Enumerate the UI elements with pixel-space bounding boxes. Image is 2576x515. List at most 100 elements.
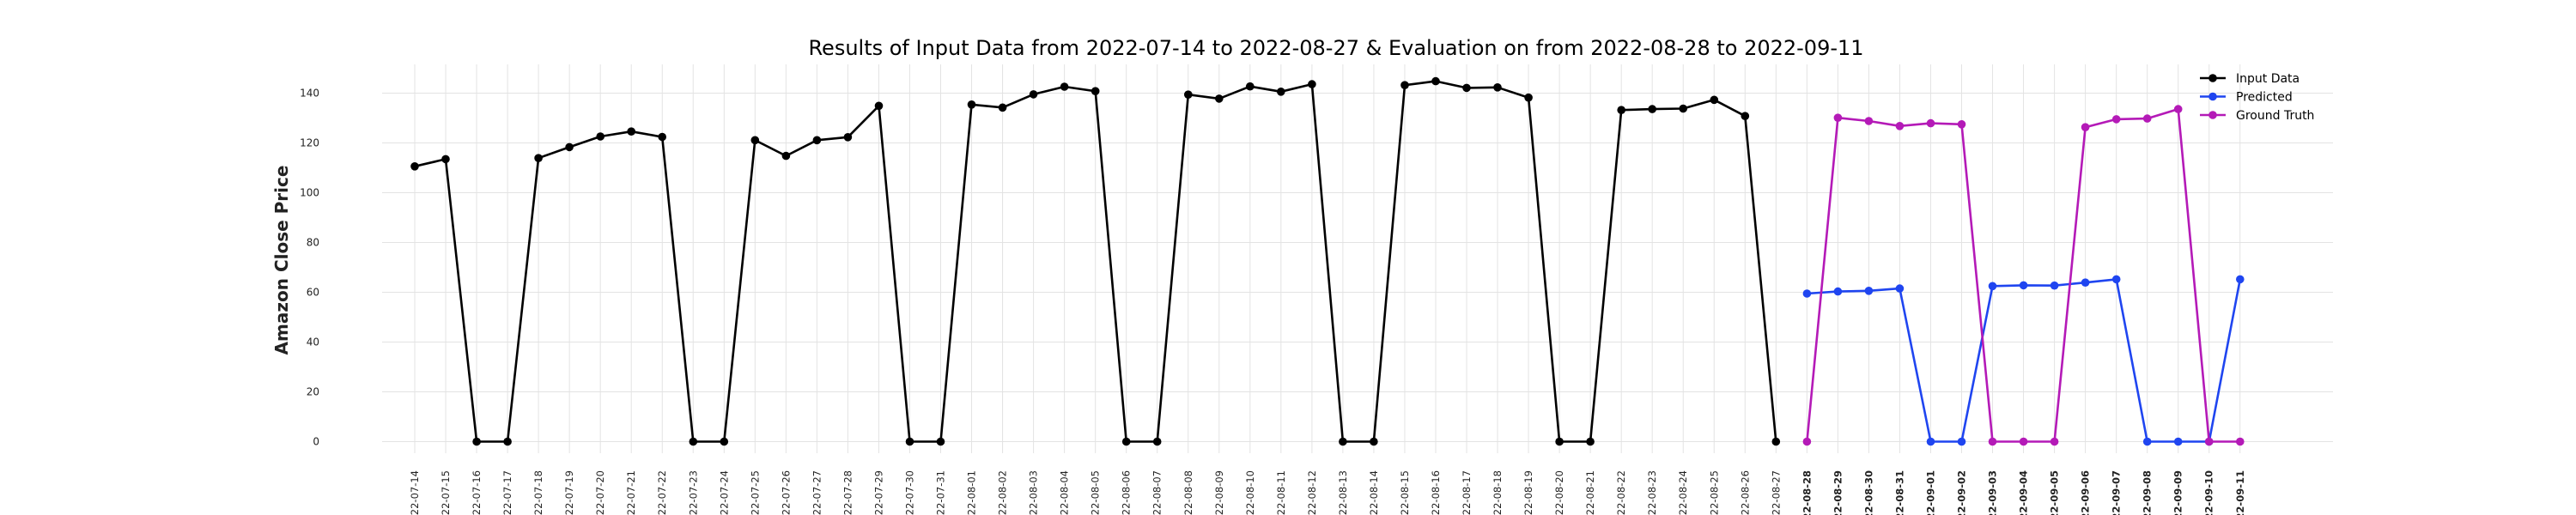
input-data-point bbox=[998, 103, 1007, 112]
ground-truth-point bbox=[2204, 437, 2214, 446]
x-tick-label: -22-07-16 bbox=[471, 470, 483, 515]
x-tick-label: -22-09-04 bbox=[2018, 470, 2030, 515]
input-data-point bbox=[1679, 104, 1687, 113]
input-data-point bbox=[689, 437, 698, 446]
x-tick-label: -22-08-31 bbox=[1893, 470, 1905, 515]
ground-truth-point bbox=[1957, 120, 1966, 129]
predicted-point bbox=[1957, 437, 1966, 446]
input-data-point bbox=[1370, 437, 1378, 446]
x-tick-label: -22-08-28 bbox=[1801, 470, 1813, 515]
x-tick-label: -22-07-25 bbox=[749, 470, 761, 515]
input-data-point bbox=[565, 142, 574, 152]
input-data-point bbox=[1555, 437, 1564, 446]
x-tick-label: -22-08-19 bbox=[1522, 470, 1534, 515]
x-tick-label: -22-07-28 bbox=[841, 470, 854, 515]
x-tick-label: -22-08-01 bbox=[966, 470, 978, 515]
x-tick-label: -22-07-21 bbox=[625, 470, 637, 515]
input-data-point bbox=[750, 136, 760, 145]
x-tick-label: -22-08-09 bbox=[1213, 470, 1225, 515]
x-tick-label: -22-07-22 bbox=[656, 470, 668, 515]
legend-marker-input-data bbox=[2208, 74, 2217, 82]
input-data-point bbox=[1586, 437, 1595, 446]
input-data-point bbox=[967, 100, 976, 109]
predicted-point bbox=[1802, 289, 1812, 298]
predicted-point bbox=[2142, 437, 2152, 446]
x-tick-label: -22-08-21 bbox=[1584, 470, 1596, 515]
input-data-point bbox=[1246, 82, 1255, 91]
y-tick-label: 60 bbox=[307, 287, 319, 299]
input-data-point bbox=[1741, 112, 1750, 120]
y-tick-label: 20 bbox=[307, 386, 319, 398]
x-tick-label: -22-08-18 bbox=[1492, 470, 1504, 515]
legend-label-input-data: Input Data bbox=[2236, 72, 2300, 86]
x-tick-label: -22-09-08 bbox=[2142, 470, 2154, 515]
predicted-point bbox=[1926, 437, 1935, 446]
ground-truth-point bbox=[2050, 437, 2059, 446]
input-data-point bbox=[1277, 88, 1285, 96]
y-tick-label: 140 bbox=[300, 88, 319, 100]
input-data-point bbox=[874, 101, 884, 111]
x-tick-label: -22-09-11 bbox=[2234, 470, 2246, 515]
predicted-point bbox=[2081, 278, 2090, 288]
x-tick-label: -22-08-30 bbox=[1862, 470, 1874, 515]
x-tick-label: -22-07-17 bbox=[501, 470, 513, 515]
input-data-point bbox=[781, 151, 791, 161]
x-tick-label: -22-08-07 bbox=[1151, 470, 1163, 515]
input-data-point bbox=[472, 437, 481, 446]
x-tick-label: -22-07-29 bbox=[872, 470, 884, 515]
input-data-point bbox=[1400, 81, 1409, 89]
input-data-point bbox=[627, 127, 635, 136]
predicted-point bbox=[1988, 282, 1997, 291]
predicted-point bbox=[2173, 437, 2183, 446]
ground-truth-point bbox=[1926, 118, 1935, 128]
x-tick-label: -22-08-03 bbox=[1028, 470, 1040, 515]
x-tick-label: -22-08-23 bbox=[1646, 470, 1658, 515]
x-tick-label: -22-07-24 bbox=[718, 470, 730, 515]
x-tick-label: -22-07-15 bbox=[440, 470, 452, 515]
x-tick-label: -22-09-05 bbox=[2049, 470, 2061, 515]
input-data-point bbox=[1462, 83, 1471, 93]
x-tick-label: -22-07-30 bbox=[903, 470, 915, 515]
x-tick-label: -22-08-02 bbox=[997, 470, 1009, 515]
y-tick-label: 80 bbox=[307, 237, 319, 249]
input-data-point bbox=[1215, 94, 1224, 103]
x-tick-label: -22-08-04 bbox=[1059, 470, 1071, 515]
input-data-point bbox=[812, 136, 822, 145]
x-tick-label: -22-08-12 bbox=[1306, 470, 1318, 515]
input-data-point bbox=[503, 437, 512, 446]
predicted-point bbox=[2019, 281, 2028, 290]
x-tick-label: -22-08-05 bbox=[1090, 470, 1102, 515]
y-tick-label: 0 bbox=[313, 436, 319, 448]
x-tick-label: -22-08-24 bbox=[1677, 470, 1689, 515]
input-data-point bbox=[1617, 106, 1625, 114]
grid bbox=[382, 64, 2333, 453]
y-axis-ticks: 0 20 40 60 80 100 120 140 bbox=[300, 88, 319, 448]
input-data-point bbox=[905, 437, 914, 446]
ground-truth-point bbox=[1833, 113, 1843, 122]
input-data-point bbox=[441, 154, 450, 164]
x-tick-label: -22-09-07 bbox=[2111, 470, 2123, 515]
ground-truth-point bbox=[2111, 115, 2121, 124]
legend-marker-ground-truth bbox=[2208, 111, 2217, 119]
ground-truth-point bbox=[2236, 437, 2245, 446]
input-data-point bbox=[1308, 80, 1316, 88]
ground-truth-point bbox=[2019, 437, 2028, 446]
x-tick-label: -22-08-27 bbox=[1770, 470, 1782, 515]
predicted-point bbox=[1833, 287, 1843, 296]
x-tick-label: -22-07-20 bbox=[594, 470, 606, 515]
x-tick-label: -22-08-10 bbox=[1244, 470, 1256, 515]
legend-label-predicted: Predicted bbox=[2236, 91, 2293, 105]
x-tick-label: -22-08-16 bbox=[1430, 470, 1442, 515]
predicted-point bbox=[1864, 287, 1874, 295]
input-data-point bbox=[1060, 82, 1069, 91]
ground-truth-point bbox=[2173, 105, 2183, 113]
ground-truth-point bbox=[1802, 437, 1812, 446]
ground-truth-point bbox=[1895, 122, 1905, 130]
x-tick-label: -22-09-02 bbox=[1956, 470, 1968, 515]
x-tick-label: -22-07-14 bbox=[409, 470, 421, 515]
input-data-point bbox=[658, 132, 666, 142]
x-tick-label: -22-07-26 bbox=[780, 470, 792, 515]
x-tick-label: -22-07-18 bbox=[532, 470, 544, 515]
input-data-point bbox=[1710, 95, 1719, 105]
